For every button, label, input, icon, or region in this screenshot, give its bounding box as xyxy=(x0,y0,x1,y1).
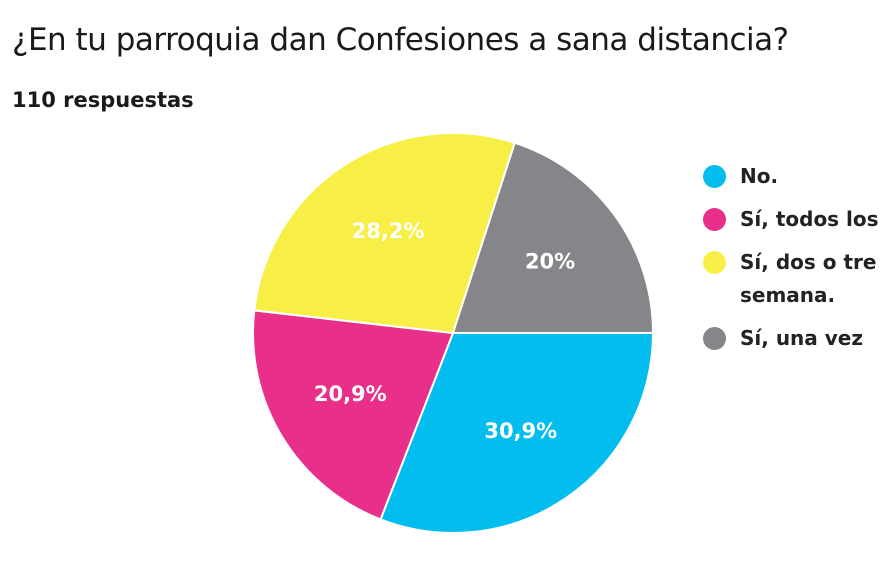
data-label: 30,9% xyxy=(484,419,557,443)
data-label: 20,9% xyxy=(314,382,387,406)
legend-swatch xyxy=(703,165,726,188)
data-label: 28,2% xyxy=(352,219,425,243)
legend-label: Sí, todos los xyxy=(740,207,879,231)
legend: No. Sí, todos los Sí, dos o tre semana. Sí,… xyxy=(703,160,881,365)
legend-label: No. xyxy=(740,164,779,188)
pie-slice xyxy=(379,332,655,534)
pie-slice xyxy=(451,141,655,334)
legend-item: Sí, dos o tre semana. xyxy=(703,246,881,312)
pie-slice xyxy=(253,132,517,335)
legend-label: Sí, una vez xyxy=(740,326,863,350)
data-label: 20% xyxy=(525,249,575,273)
chart-subtitle: 110 respuestas xyxy=(12,88,194,112)
legend-item: Sí, una vez xyxy=(703,322,881,355)
legend-label: Sí, dos o tre semana. xyxy=(740,250,877,307)
legend-swatch xyxy=(703,327,726,350)
legend-swatch xyxy=(703,208,726,231)
pie-slice xyxy=(252,309,455,521)
legend-item: Sí, todos los xyxy=(703,203,881,236)
chart-title: ¿En tu parroquia dan Confesiones a sana … xyxy=(12,22,789,58)
legend-swatch xyxy=(703,251,726,274)
legend-item: No. xyxy=(703,160,881,193)
